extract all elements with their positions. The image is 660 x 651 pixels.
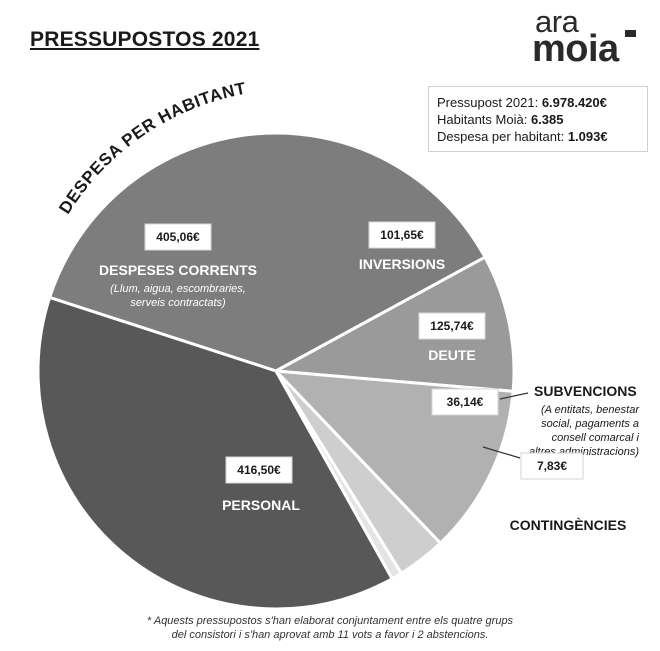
summary-label-budget: Pressupost 2021: (437, 95, 539, 110)
subvencions-description-line: social, pagaments a (541, 418, 639, 430)
despeses-corrents-value-label: 405,06€ (156, 230, 200, 244)
summary-label-inhabitants: Habitants Moià: (437, 112, 528, 127)
budget-summary-box: Pressupost 2021: 6.978.420€ Habitants Mo… (428, 86, 648, 152)
footnote: * Aquests pressupostos s'han elaborat co… (0, 614, 660, 642)
contingencies-category-label: CONTINGÈNCIES (510, 517, 627, 533)
pie-slice-despeses-corrents (47, 131, 488, 373)
despeses-corrents-category-label: DESPESES CORRENTS (99, 262, 257, 278)
page-title: PRESSUPOSTOS 2021 (30, 28, 260, 51)
summary-row-budget: Pressupost 2021: 6.978.420€ (437, 94, 647, 111)
contingencies-leader-line (482, 446, 521, 459)
subvencions-description-line: (A entitats, benestar (541, 404, 640, 416)
subvencions-leader-line (499, 392, 529, 400)
logo-text-bottom: moia (532, 28, 619, 70)
summary-value-per-capita: 1.093€ (567, 129, 608, 144)
personal-value-box (225, 456, 293, 484)
subvencions-value-label: 36,14€ (447, 395, 484, 409)
footnote-line-1: * Aquests pressupostos s'han elaborat co… (146, 615, 514, 627)
logo-accent-bar (625, 30, 636, 37)
subvencions-value-box (431, 388, 499, 416)
inversions-category-label: INVERSIONS (359, 256, 445, 272)
subvencions-description-line: consell comarcal i (552, 432, 640, 444)
footnote-line-2: del consistori i s'han aprovat amb 11 vo… (171, 629, 489, 641)
pie-slice-personal (36, 295, 395, 611)
despeses-corrents-description-line: (Llum, aigua, escombraries, (110, 283, 246, 295)
summary-value-inhabitants: 6.385 (530, 112, 564, 127)
logo-text-top: ara (535, 4, 579, 39)
personal-value-label: 416,50€ (237, 463, 281, 477)
personal-category-label: PERSONAL (222, 497, 300, 513)
pie-slice-inversions (270, 255, 516, 393)
summary-value-budget: 6.978.420€ (541, 95, 607, 110)
inversions-value-label: 101,65€ (380, 228, 424, 242)
deute-value-label: 125,74€ (430, 319, 474, 333)
deute-value-box (418, 312, 486, 340)
inversions-value-box (368, 221, 436, 249)
despeses-corrents-value-box (144, 223, 212, 251)
deute-category-label: DEUTE (428, 347, 475, 363)
contingencies-value-box (520, 452, 584, 480)
summary-label-per-capita: Despesa per habitant: (437, 129, 565, 144)
contingencies-value-label: 7,83€ (537, 459, 567, 473)
aramoia-logo: ara moia (532, 4, 642, 70)
summary-row-inhabitants: Habitants Moià: 6.385 (437, 111, 647, 128)
subvencions-category-label: SUBVENCIONS (534, 383, 637, 399)
summary-row-per-capita: Despesa per habitant: 1.093€ (437, 128, 647, 145)
despeses-corrents-description-line: serveis contractats) (130, 297, 226, 309)
